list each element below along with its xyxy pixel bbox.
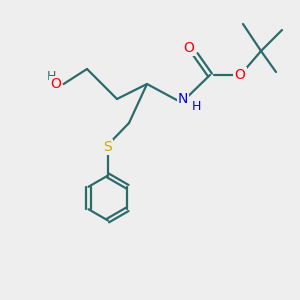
- Text: O: O: [184, 41, 194, 55]
- Text: O: O: [235, 68, 245, 82]
- Text: H: H: [192, 100, 201, 113]
- Text: H: H: [46, 70, 56, 83]
- Text: O: O: [50, 77, 61, 91]
- Text: N: N: [178, 92, 188, 106]
- Text: S: S: [103, 140, 112, 154]
